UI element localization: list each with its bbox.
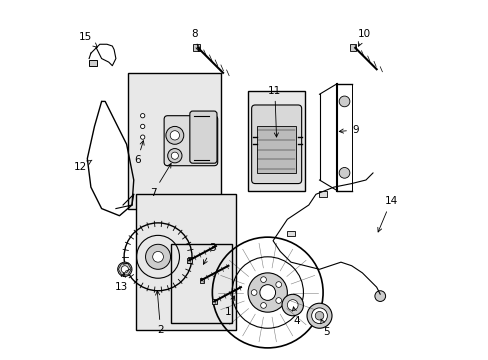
Text: 5: 5 [320,319,329,337]
Text: 2: 2 [155,291,163,335]
Text: 6: 6 [134,141,144,165]
Text: 9: 9 [339,125,358,135]
FancyBboxPatch shape [251,105,301,184]
Circle shape [165,126,183,144]
Circle shape [259,285,275,300]
Bar [187,258,191,263]
Bar [212,299,216,304]
Bar [318,192,326,197]
Circle shape [251,290,257,296]
Circle shape [170,131,179,140]
Circle shape [145,244,170,269]
Text: 8: 8 [191,28,200,51]
Circle shape [275,298,281,303]
Text: 15: 15 [79,32,97,47]
Text: 3: 3 [203,243,215,264]
Text: 1: 1 [224,296,234,317]
Circle shape [140,135,144,139]
Circle shape [339,96,349,107]
Text: 7: 7 [150,163,171,198]
Circle shape [121,266,128,273]
Circle shape [339,167,349,178]
Circle shape [282,294,303,316]
Circle shape [152,251,163,262]
FancyBboxPatch shape [247,91,305,191]
Text: 13: 13 [114,273,128,292]
Circle shape [315,311,323,320]
Text: 11: 11 [268,86,281,137]
FancyBboxPatch shape [135,194,235,330]
Circle shape [260,277,266,283]
Circle shape [311,308,326,324]
Polygon shape [349,44,355,51]
FancyBboxPatch shape [164,116,217,166]
Circle shape [171,152,178,159]
Circle shape [275,282,281,287]
Circle shape [374,291,385,301]
Circle shape [260,302,266,308]
Text: 4: 4 [292,307,299,326]
FancyBboxPatch shape [128,73,221,208]
Polygon shape [192,44,200,51]
Circle shape [287,300,298,310]
Text: 10: 10 [357,28,370,46]
Circle shape [167,149,182,163]
Circle shape [306,303,331,328]
FancyBboxPatch shape [171,244,231,323]
Bar [287,231,294,236]
Circle shape [140,124,144,129]
Circle shape [140,113,144,118]
Text: 12: 12 [73,160,92,172]
Circle shape [118,262,132,276]
Bar [89,60,97,66]
FancyBboxPatch shape [257,126,296,173]
Text: 14: 14 [377,197,397,232]
Bar [200,278,203,283]
Circle shape [247,273,287,312]
FancyBboxPatch shape [189,111,217,163]
